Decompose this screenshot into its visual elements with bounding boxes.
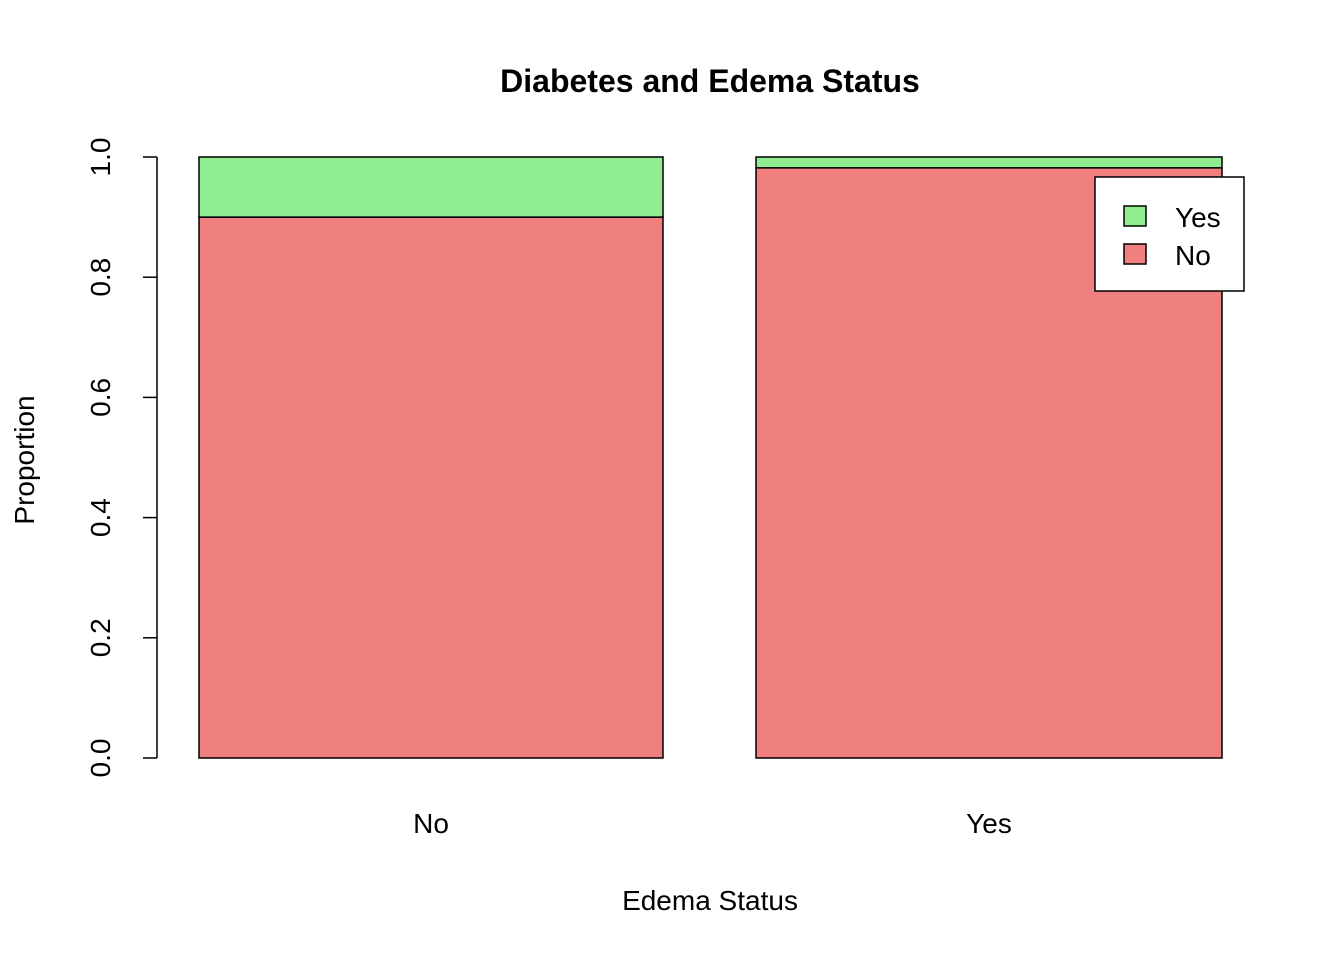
legend-box xyxy=(1094,176,1245,292)
y-tick-label: 1.0 xyxy=(85,138,116,177)
y-axis-label: Proportion xyxy=(9,395,40,524)
legend-swatch xyxy=(1123,243,1147,265)
bar-yes-yes xyxy=(755,156,1223,169)
bars xyxy=(198,156,1223,759)
y-tick-label: 0.6 xyxy=(85,378,116,417)
y-axis: 0.0 0.2 0.4 0.6 0.8 1.0 xyxy=(85,138,158,778)
x-tick-label: No xyxy=(413,808,449,839)
x-axis-ticks: No Yes xyxy=(413,808,1012,839)
x-axis-label: Edema Status xyxy=(622,885,798,916)
legend-label: No xyxy=(1175,240,1211,271)
legend-swatch xyxy=(1123,205,1147,227)
legend: Yes No xyxy=(1094,176,1245,292)
bar-no-yes xyxy=(198,156,664,218)
legend-label: Yes xyxy=(1175,202,1221,233)
bar-no-no xyxy=(198,216,664,759)
chart-title: Diabetes and Edema Status xyxy=(500,63,920,99)
y-tick-label: 0.2 xyxy=(85,618,116,657)
y-tick-label: 0.0 xyxy=(85,739,116,778)
y-tick-label: 0.8 xyxy=(85,258,116,297)
y-tick-label: 0.4 xyxy=(85,498,116,537)
x-tick-label: Yes xyxy=(966,808,1012,839)
